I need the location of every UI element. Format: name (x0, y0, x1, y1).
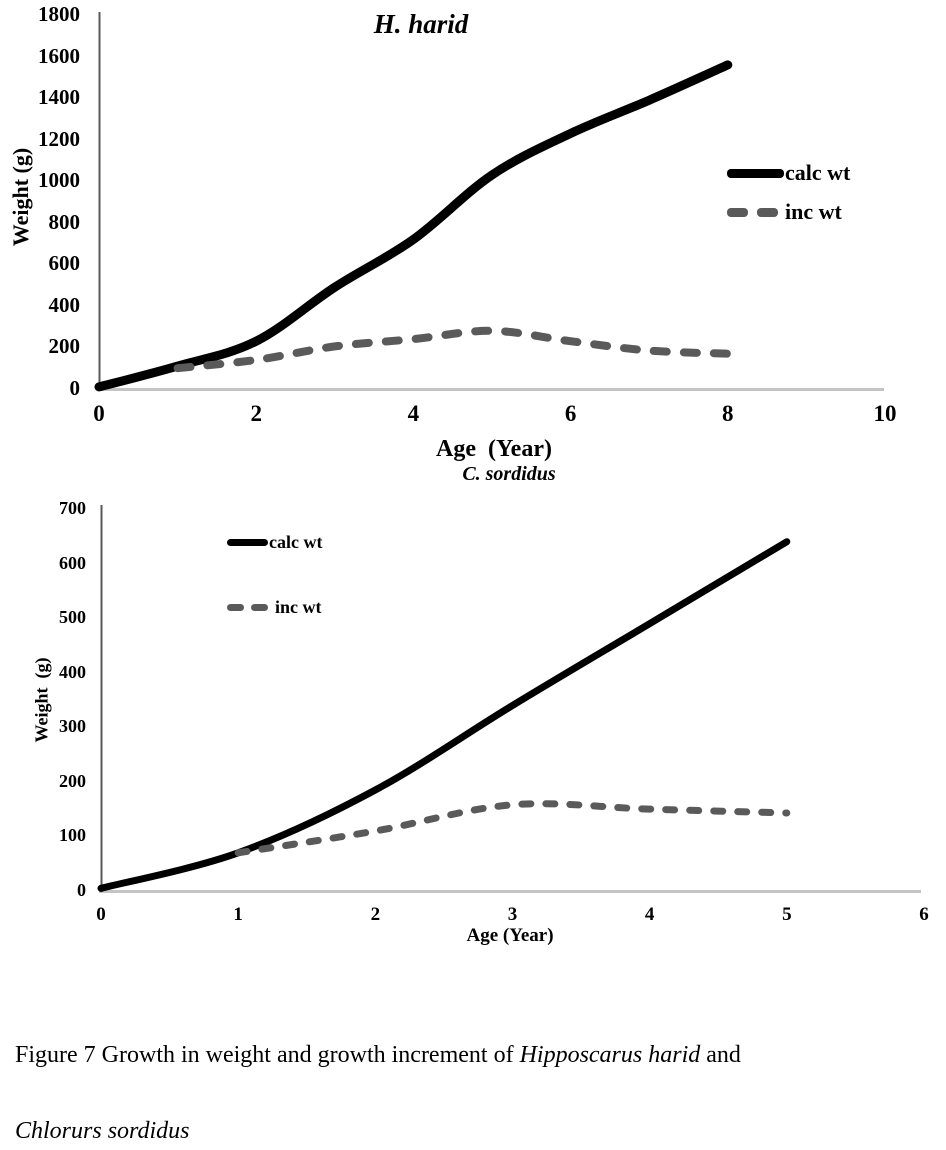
chart1-inc-wt-line (173, 326, 732, 373)
chart1-y-axis-label: Weight (g) (8, 147, 33, 247)
caption-text: Figure 7 Growth in weight and growth inc… (15, 1042, 520, 1068)
chart2-x-tick-label: 1 (233, 904, 243, 925)
chart1-x-tick-label: 10 (873, 401, 897, 426)
chart2-y-tick-label: 700 (59, 498, 86, 518)
chart1-y-tick-label: 1600 (38, 43, 80, 68)
chart1-y-tick-label: 1400 (38, 85, 80, 110)
chart1-y-tick-label: 1800 (38, 2, 80, 26)
chart2-y-tick-label: 100 (59, 825, 86, 846)
caption-species1: Hipposcarus harid (519, 1042, 701, 1068)
caption-species2: Chlorurs sordidus (15, 1118, 190, 1144)
chart1-y-tick-label: 400 (48, 292, 81, 317)
chart1-title: H. harid (373, 9, 469, 39)
chart2-x-tick-label: 2 (370, 904, 381, 925)
chart1-y-tick-label: 800 (48, 209, 81, 234)
chart1-y-tick-label: 600 (48, 251, 81, 276)
chart2-calc-wt-line (97, 538, 791, 892)
chart1-x-tick-label: 4 (407, 401, 420, 426)
chart1-y-tick-label: 1200 (38, 126, 80, 151)
caption-text-and: and (700, 1042, 741, 1068)
chart1-legend-label-calc-wt: calc wt (785, 160, 851, 185)
chart2-y-tick-label: 400 (59, 661, 86, 682)
chart2-y-tick-label: 600 (59, 552, 86, 573)
chart1-y-tick-label: 0 (69, 376, 81, 400)
chart2-y-tick-label: 300 (59, 716, 86, 737)
chart1-x-tick-label: 2 (250, 401, 262, 426)
chart1-legend: calc wt inc wt (727, 159, 850, 226)
charts-canvas (94, 12, 921, 893)
chart2-y-tick-label: 500 (59, 607, 86, 628)
chart1-legend-label-inc-wt: inc wt (785, 199, 842, 224)
solid-line-swatch-icon (227, 539, 268, 546)
chart2-x-axis-label: Age (Year) (466, 925, 554, 946)
chart1-calc-wt-line (94, 60, 733, 392)
chart1-x-tick-label: 6 (564, 401, 577, 426)
chart1-x-tick-label: 0 (93, 401, 105, 426)
chart2-x-tick-label: 0 (96, 904, 106, 925)
chart2-x-tick-label: 6 (919, 904, 929, 925)
chart2-x-tick-label: 3 (507, 904, 518, 925)
chart2-inc-wt-line (234, 800, 791, 857)
chart2-legend-label-calc-wt: calc wt (269, 532, 323, 552)
chart2-legend-item-inc-wt: inc wt (227, 596, 322, 619)
chart2-legend-label-inc-wt: inc wt (275, 597, 322, 617)
chart2-y-tick-label: 200 (59, 770, 86, 791)
solid-line-swatch-icon (727, 168, 784, 178)
figure-caption: Figure 7 Growth in weight and growth inc… (3, 998, 913, 1150)
chart1-y-tick-label: 200 (48, 334, 81, 359)
dashed-line-swatch-icon (727, 207, 778, 217)
chart2-y-tick-label: 0 (77, 880, 86, 900)
chart2-legend: calc wt inc wt (227, 531, 322, 619)
chart1-legend-item-inc-wt: inc wt (727, 198, 850, 226)
chart2-x-tick-label: 5 (782, 904, 792, 925)
chart2-y-axis-label: Weight (g) (31, 657, 52, 743)
chart2-x-tick-label: 4 (644, 904, 655, 925)
chart2-legend-item-calc-wt: calc wt (227, 531, 322, 554)
dashed-line-swatch-icon (227, 604, 268, 611)
chart1-x-axis-label: Age (Year) (436, 436, 552, 462)
chart2-title: C. sordidus (462, 463, 556, 485)
chart1-x-tick-label: 8 (722, 401, 734, 426)
chart1-y-tick-label: 1000 (38, 168, 80, 193)
chart1-legend-item-calc-wt: calc wt (727, 159, 850, 187)
